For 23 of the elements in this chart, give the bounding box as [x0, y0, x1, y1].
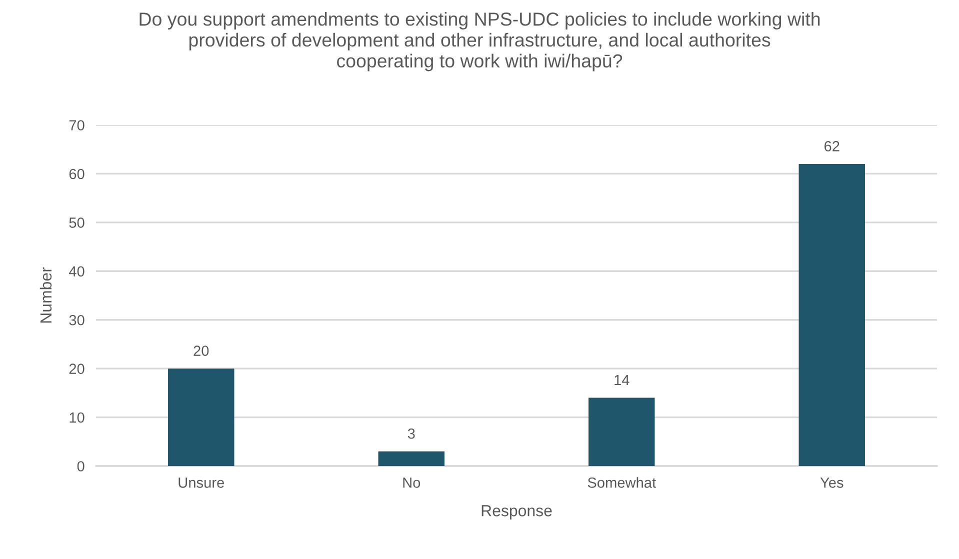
bar: [378, 451, 444, 466]
y-tick-label: 60: [69, 168, 84, 180]
x-tick-label: Unsure: [178, 478, 224, 488]
data-label: 14: [614, 375, 630, 386]
x-axis-title: Response: [482, 505, 552, 520]
data-label: 62: [824, 141, 840, 152]
x-tick-label: Yes: [820, 478, 844, 488]
y-tick-label: 0: [77, 461, 84, 472]
y-tick-label: 50: [69, 218, 84, 228]
x-tick-label: No: [403, 478, 420, 488]
bar: [798, 164, 865, 466]
y-tick-label: 20: [69, 364, 84, 374]
y-tick-label: 70: [69, 120, 84, 130]
y-tick-label: 10: [70, 412, 84, 423]
bar: [588, 398, 655, 466]
y-axis-title: Number: [40, 267, 52, 323]
chart-title: Do you support amendments to existing NPS-UDC policies to include working with providers of development and other infrastructure, and local authorites cooperating to work with iwi/hapū?: [140, 12, 820, 72]
x-tick-label: Somewhat: [588, 477, 656, 488]
y-tick-label: 40: [69, 266, 84, 277]
data-label: 3: [408, 428, 415, 439]
bar: [168, 368, 234, 466]
data-label: 20: [194, 346, 209, 356]
y-tick-label: 30: [69, 314, 84, 326]
